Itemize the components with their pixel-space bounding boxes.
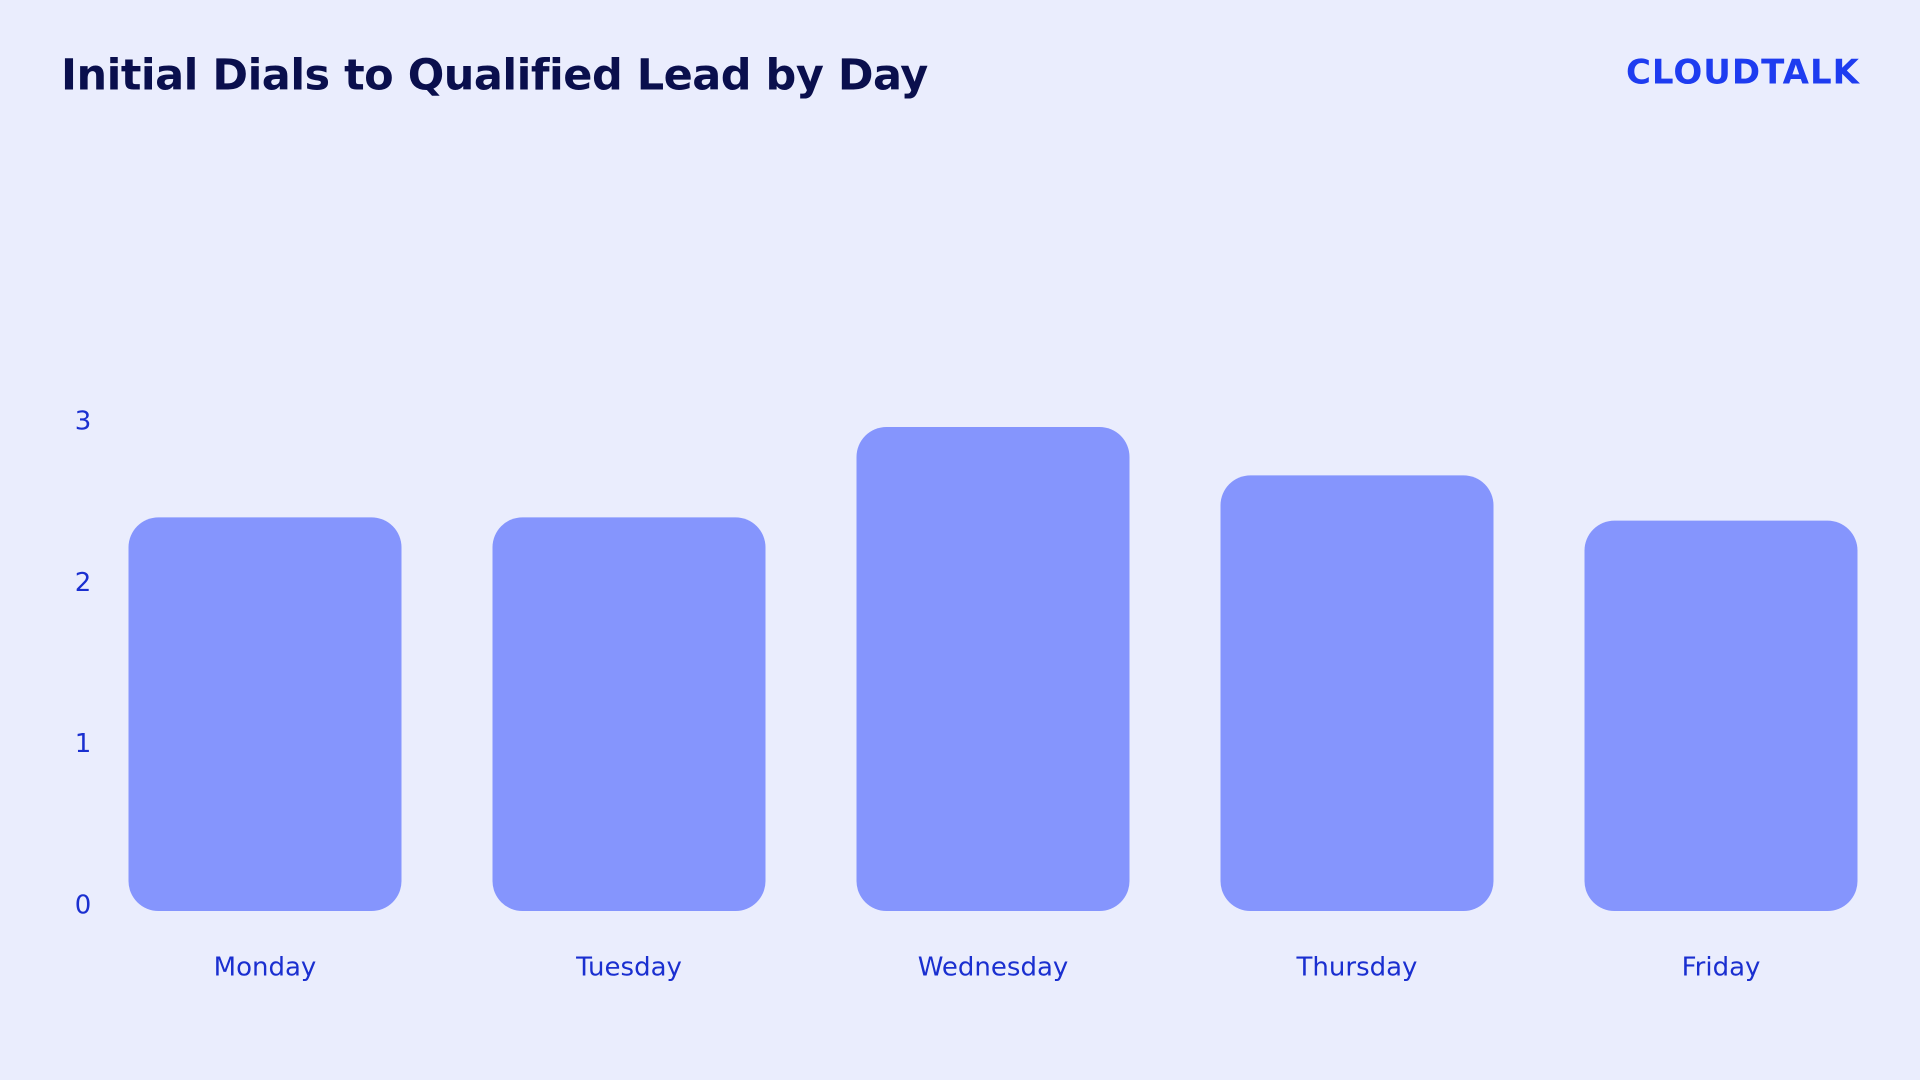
y-tick-label: 3 xyxy=(75,407,92,437)
y-tick-label: 1 xyxy=(75,729,92,759)
bar xyxy=(1584,520,1858,911)
x-tick-label: Thursday xyxy=(1296,953,1418,983)
x-tick-label: Tuesday xyxy=(575,953,682,983)
bar xyxy=(128,517,402,911)
bar xyxy=(1220,475,1494,911)
bar xyxy=(856,427,1130,911)
y-tick-label: 2 xyxy=(75,568,92,598)
y-tick-label: 0 xyxy=(75,891,92,921)
bar xyxy=(492,517,766,911)
x-tick-label: Monday xyxy=(214,953,317,983)
x-tick-label: Wednesday xyxy=(918,953,1069,983)
chart-title: Initial Dials to Qualified Lead by Day xyxy=(61,51,928,101)
x-tick-label: Friday xyxy=(1682,953,1761,983)
logo: CLOUDTALK xyxy=(1626,53,1861,93)
